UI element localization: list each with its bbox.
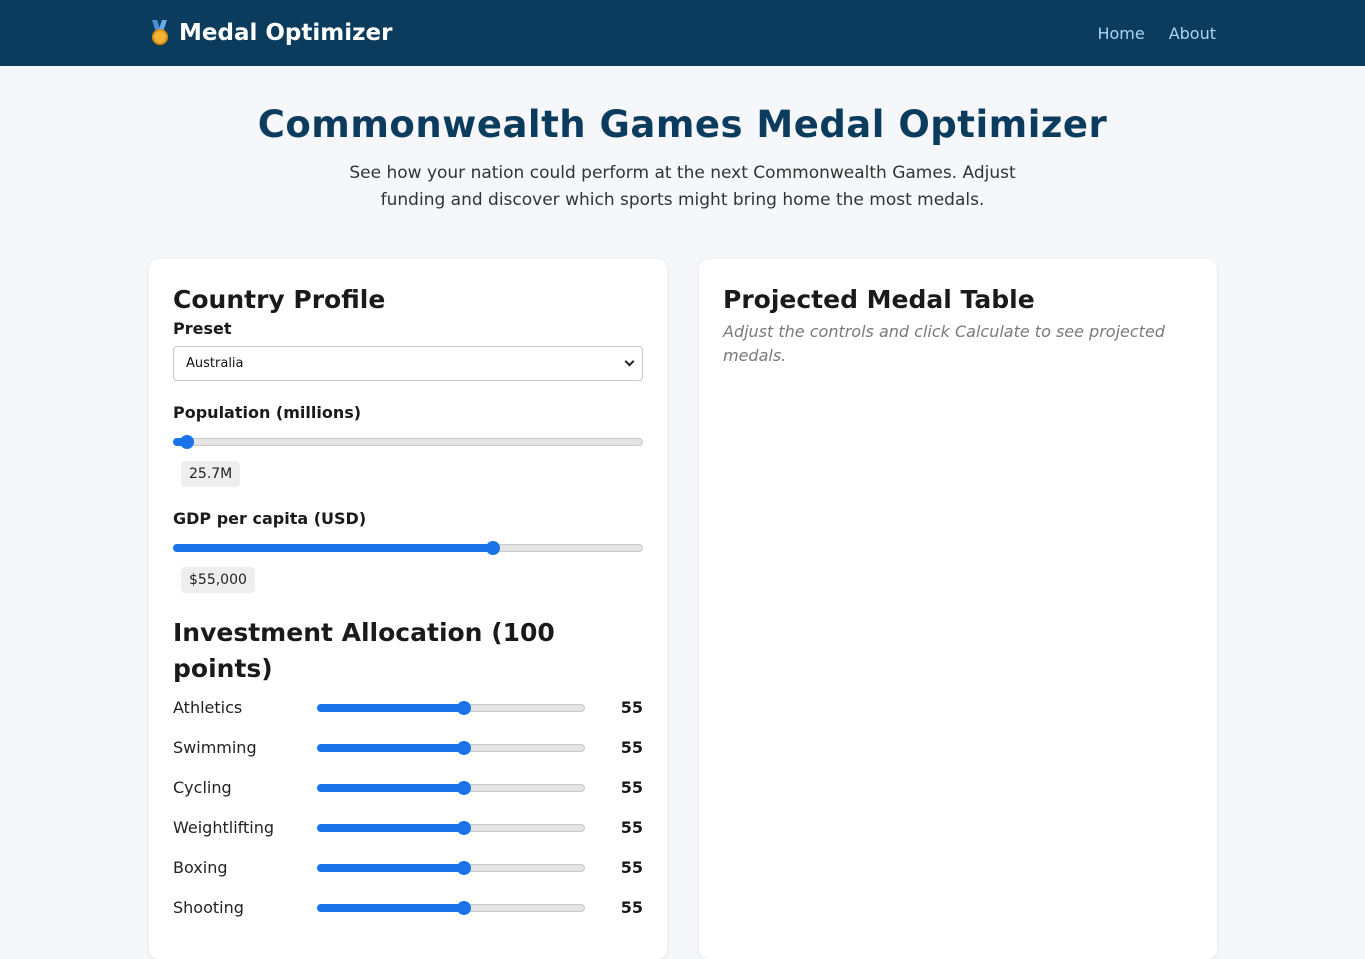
hero: Commonwealth Games Medal Optimizer See h… (0, 66, 1365, 214)
population-label: Population (millions) (173, 403, 362, 422)
investment-title: Investment Allocation (100 points) (173, 618, 555, 683)
slider-thumb[interactable] (457, 781, 472, 795)
sport-value: 55 (620, 897, 643, 917)
athletics-slider[interactable] (317, 700, 585, 715)
sport-label: Weightlifting (173, 817, 274, 837)
sport-label: Cycling (173, 777, 232, 797)
population-block: Population (millions) 25.7M (173, 403, 643, 487)
gdp-value: $55,000 (181, 567, 255, 593)
slider-thumb[interactable] (457, 741, 472, 755)
medal-table-title: Projected Medal Table (723, 285, 1035, 314)
allocation-row-swimming: Swimming 55 (173, 727, 643, 767)
preset-select[interactable]: Australia (173, 346, 643, 381)
sport-value: 55 (620, 737, 643, 757)
sport-value: 55 (620, 857, 643, 877)
sport-label: Shooting (173, 897, 244, 917)
country-profile-title: Country Profile (173, 285, 386, 314)
medal-table-card: Projected Medal Table Adjust the control… (699, 259, 1217, 959)
brand-name: Medal Optimizer (179, 20, 393, 46)
page-title: Commonwealth Games Medal Optimizer (257, 103, 1108, 146)
cycling-slider[interactable] (317, 780, 585, 795)
nav-links: Home About (1097, 24, 1216, 43)
brand[interactable]: Medal Optimizer (149, 20, 392, 46)
slider-thumb[interactable] (457, 821, 472, 835)
swimming-slider[interactable] (317, 740, 585, 755)
population-slider-thumb[interactable] (180, 435, 195, 449)
population-value: 25.7M (181, 461, 241, 487)
slider-thumb[interactable] (457, 861, 472, 875)
preset-selected-value: Australia (186, 356, 244, 371)
allocation-row-shooting: Shooting 55 (173, 887, 643, 927)
allocation-row-cycling: Cycling 55 (173, 767, 643, 807)
slider-thumb[interactable] (457, 901, 472, 915)
population-slider[interactable] (173, 434, 643, 449)
slider-thumb[interactable] (457, 701, 472, 715)
gdp-slider-thumb[interactable] (485, 541, 500, 555)
sport-label: Athletics (173, 697, 243, 717)
medal-table-placeholder: Adjust the controls and click Calculate … (723, 322, 1165, 365)
boxing-slider[interactable] (317, 860, 585, 875)
sport-value: 55 (620, 817, 643, 837)
nav-link-home[interactable]: Home (1097, 23, 1145, 43)
sport-label: Swimming (173, 737, 257, 757)
panels: Country Profile Preset Australia Populat… (149, 259, 1217, 959)
page-subtitle: See how your nation could perform at the… (349, 163, 1016, 210)
sport-label: Boxing (173, 857, 228, 877)
sport-value: 55 (620, 697, 643, 717)
gdp-label: GDP per capita (USD) (173, 509, 367, 528)
chevron-down-icon (624, 356, 635, 367)
medal-icon (149, 20, 171, 46)
sport-value: 55 (620, 777, 643, 797)
shooting-slider[interactable] (317, 900, 585, 915)
country-profile-card: Country Profile Preset Australia Populat… (149, 259, 667, 959)
allocation-row-athletics: Athletics 55 (173, 687, 643, 727)
allocation-row-boxing: Boxing 55 (173, 847, 643, 887)
navbar: Medal Optimizer Home About (0, 0, 1365, 66)
allocation-list: Athletics 55 Swimming 55 Cycling 55 Weig… (173, 687, 643, 927)
gdp-slider[interactable] (173, 540, 643, 555)
weightlifting-slider[interactable] (317, 820, 585, 835)
preset-label: Preset (173, 319, 232, 338)
gdp-block: GDP per capita (USD) $55,000 (173, 509, 643, 593)
nav-link-about[interactable]: About (1168, 23, 1216, 43)
allocation-row-weightlifting: Weightlifting 55 (173, 807, 643, 847)
